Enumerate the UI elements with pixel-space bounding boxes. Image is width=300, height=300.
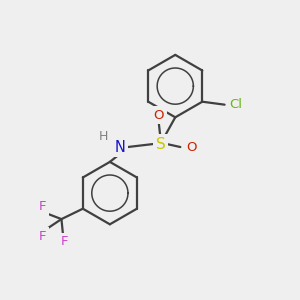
Text: N: N [115, 140, 126, 154]
Text: Cl: Cl [230, 98, 242, 111]
Text: S: S [155, 136, 165, 152]
Text: F: F [39, 200, 46, 213]
Text: O: O [154, 109, 164, 122]
Text: H: H [99, 130, 109, 143]
Text: F: F [39, 230, 46, 242]
Text: O: O [186, 140, 196, 154]
Text: F: F [61, 236, 68, 248]
